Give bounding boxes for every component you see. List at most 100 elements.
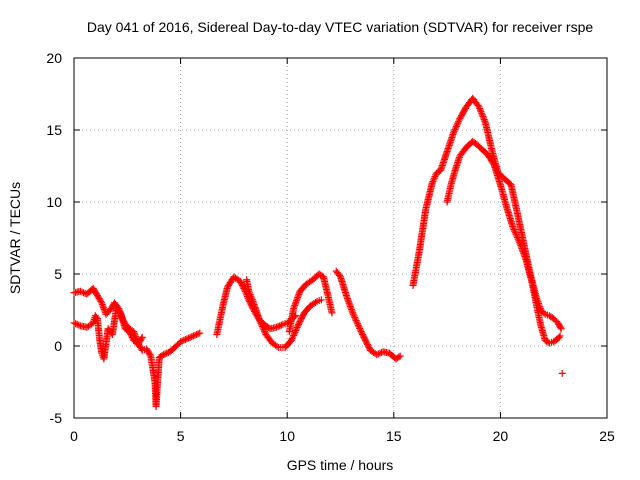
data-point (354, 320, 362, 328)
y-tick-label: 5 (54, 266, 62, 282)
data-point (100, 304, 108, 312)
data-point (476, 105, 484, 113)
y-tick-label: 0 (54, 338, 62, 354)
x-tick-label: 0 (70, 428, 78, 444)
data-point (292, 327, 300, 335)
data-point (357, 327, 365, 335)
data-point (556, 323, 564, 331)
plot-frame (73, 57, 608, 419)
y-tick-label: -5 (50, 410, 63, 426)
data-point (70, 319, 78, 327)
data-point (97, 297, 105, 305)
data-point (356, 326, 364, 334)
data-point (430, 174, 438, 182)
data-point (273, 323, 281, 331)
data-point (477, 108, 485, 116)
data-point (374, 350, 382, 358)
data-point (452, 122, 460, 130)
data-point (163, 349, 171, 357)
data-point (292, 325, 300, 333)
data-point (293, 323, 301, 331)
data-point (510, 226, 518, 234)
data-point (351, 313, 359, 321)
data-point (317, 296, 325, 304)
y-tick-label: 10 (46, 194, 62, 210)
data-point (260, 326, 268, 334)
data-point (100, 305, 108, 313)
data-point (158, 352, 166, 360)
data-point (248, 296, 256, 304)
data-point (454, 118, 462, 126)
data-point (181, 336, 189, 344)
data-point (356, 324, 364, 332)
data-point (73, 320, 81, 328)
data-point (428, 179, 436, 187)
data-point (558, 369, 566, 377)
data-point (453, 121, 461, 129)
data-point (248, 294, 256, 302)
data-point (177, 338, 185, 346)
series-rise-17h-lower (443, 138, 564, 347)
data-point (452, 124, 460, 132)
data-point (186, 333, 194, 341)
data-point (395, 353, 403, 361)
data-point (287, 336, 295, 344)
series-hump-8h-lower (243, 276, 325, 351)
data-point (289, 333, 297, 341)
data-point (160, 351, 168, 359)
data-point (396, 352, 404, 360)
data-point (258, 322, 266, 330)
y-tick-label: 15 (46, 122, 62, 138)
data-point (246, 289, 254, 297)
data-point (78, 288, 86, 296)
data-point (429, 178, 437, 186)
data-point (476, 106, 484, 114)
data-point (513, 232, 521, 240)
x-tick-label: 25 (599, 428, 615, 444)
data-point (555, 333, 563, 341)
data-point (478, 111, 486, 119)
data-point (354, 321, 362, 329)
data-point (193, 330, 201, 338)
data-point (180, 336, 188, 344)
data-point (290, 330, 298, 338)
data-point (273, 342, 281, 350)
series-lower-trace (70, 303, 146, 363)
data-point (511, 229, 519, 237)
data-point (161, 350, 169, 358)
data-point (99, 302, 107, 310)
data-point (194, 330, 202, 338)
data-point (431, 173, 439, 181)
data-point (178, 337, 186, 345)
data-point (188, 333, 196, 341)
data-point (259, 324, 267, 332)
series-hump-12h (332, 267, 404, 363)
chart-title: Day 041 of 2016, Sidereal Day-to-day VTE… (87, 19, 593, 35)
data-point (255, 316, 263, 324)
y-tick-label: 20 (46, 50, 62, 66)
x-tick-label: 10 (279, 428, 295, 444)
data-point (449, 129, 457, 137)
data-point (146, 351, 154, 359)
data-point (72, 320, 80, 328)
series-outlier (558, 369, 566, 377)
data-point (352, 317, 360, 325)
data-point (480, 114, 488, 122)
data-point (475, 103, 483, 111)
axis-ticks: 0 5 10 15 20 25 -5 0 5 10 15 20 (46, 50, 615, 444)
data-point (557, 325, 565, 333)
grid (74, 58, 607, 418)
data-point (489, 159, 497, 167)
data-point (451, 126, 459, 134)
data-point (376, 349, 384, 357)
data-point (98, 300, 106, 308)
data-point (311, 298, 319, 306)
data-points (70, 94, 566, 410)
data-point (455, 116, 463, 124)
data-point (454, 119, 462, 127)
data-point (189, 332, 197, 340)
data-point (258, 321, 266, 329)
data-point (511, 227, 519, 235)
data-point (556, 332, 564, 340)
data-point (138, 333, 146, 341)
